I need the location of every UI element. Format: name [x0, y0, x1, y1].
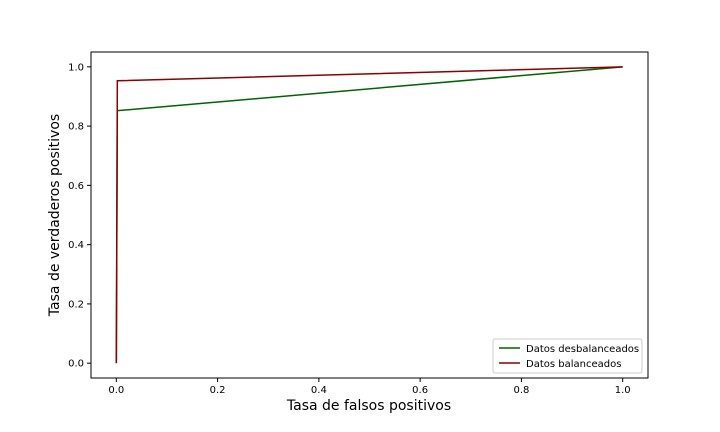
x-tick-label: 0.8 — [513, 385, 529, 396]
series-line-balanceados — [115, 66, 623, 364]
x-tick-label: 0.4 — [311, 385, 327, 396]
x-axis-title: Tasa de falsos positivos — [286, 398, 451, 414]
y-tick-label: 0.0 — [68, 359, 84, 370]
legend-box — [492, 338, 643, 374]
x-tick-label: 1.0 — [615, 385, 631, 396]
x-tick-label: 0.6 — [412, 385, 428, 396]
y-tick-label: 0.4 — [68, 240, 84, 251]
y-tick-label: 0.6 — [68, 181, 84, 192]
y-axis-ticks: 0.0 0.2 0.4 0.6 0.8 1.0 — [68, 62, 91, 370]
plot-area — [90, 51, 649, 379]
y-axis-title: Tasa de verdaderos positivos — [47, 114, 63, 317]
x-axis-ticks: 0.0 0.2 0.4 0.6 0.8 1.0 — [108, 378, 631, 396]
x-tick-label: 0.2 — [210, 385, 226, 396]
legend-label-desbalanceados: Datos desbalanceados — [526, 344, 639, 355]
x-tick-label: 0.0 — [108, 385, 124, 396]
y-tick-label: 1.0 — [68, 62, 84, 73]
series-lines — [115, 66, 623, 364]
legend: Datos desbalanceados Datos balanceados — [492, 338, 643, 374]
y-tick-label: 0.8 — [68, 122, 84, 133]
legend-label-balanceados: Datos balanceados — [526, 359, 621, 370]
y-tick-label: 0.2 — [68, 299, 84, 310]
